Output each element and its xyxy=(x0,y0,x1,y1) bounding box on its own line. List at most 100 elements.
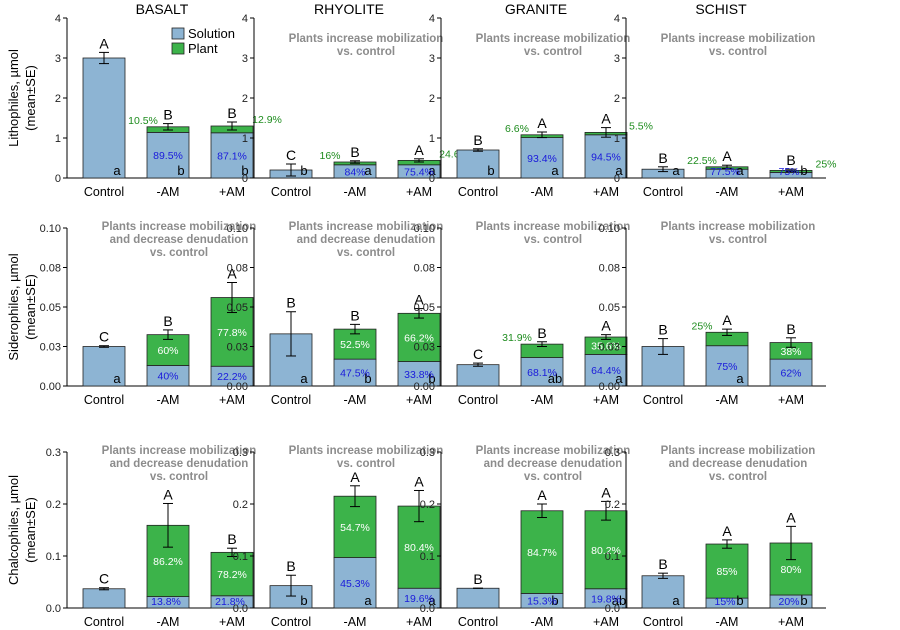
significance-letter-solution: b xyxy=(736,593,743,608)
panel-note-line: vs. control xyxy=(709,46,767,58)
legend-swatch-solution xyxy=(171,27,185,40)
y-tick-label: 0.0 xyxy=(420,603,435,615)
panel-7: 0.00 0.03 0.05 0.08 0.10 Plants increase mobi… xyxy=(599,221,826,407)
significance-letter: A xyxy=(414,473,424,489)
significance-letter: C xyxy=(99,571,109,587)
panel-note-line: vs. control xyxy=(709,234,767,246)
y-tick-label: 0.03 xyxy=(599,342,620,354)
y-tick-label: 0.1 xyxy=(46,551,61,563)
percent-plant: 77.8% xyxy=(217,327,247,339)
x-category-label: +AM xyxy=(593,185,619,199)
significance-letter: A xyxy=(537,115,547,131)
x-category-label: Control xyxy=(271,393,311,407)
significance-letter-solution: a xyxy=(672,593,680,608)
significance-letter-solution: b xyxy=(364,371,371,386)
panel-note-line: Plants increase mobilization xyxy=(289,221,444,233)
percent-solution: 94.5% xyxy=(591,151,621,163)
significance-letter-solution: b xyxy=(487,163,494,178)
percent-solution: 20% xyxy=(778,596,799,608)
percent-plant: 25% xyxy=(691,320,712,332)
percent-solution: 75% xyxy=(778,166,799,178)
significance-letter-solution: a xyxy=(736,163,744,178)
significance-letter: A xyxy=(722,148,732,164)
x-category-label: -AM xyxy=(157,615,180,629)
significance-letter-solution: b xyxy=(241,163,248,178)
panel-8: 0.00.10.20.3 Plants increase mobilization… xyxy=(46,445,267,629)
panel-note-line: and decrease denudation xyxy=(669,458,808,470)
bar-solution xyxy=(769,358,813,387)
panel-note-line: vs. control xyxy=(709,471,767,483)
panel-title: SCHIST xyxy=(695,1,747,17)
y-tick-label: 0.2 xyxy=(233,499,248,511)
significance-letter-solution: a xyxy=(551,163,559,178)
row-label-line2: (mean±SE) xyxy=(23,65,38,131)
bar-solution xyxy=(333,557,377,609)
percent-plant: 86.2% xyxy=(153,556,183,568)
y-tick-label: 0 xyxy=(429,173,435,185)
panel-note-line: and decrease denudation xyxy=(110,234,249,246)
y-tick-label: 0.05 xyxy=(414,302,435,314)
x-category-label: Control xyxy=(271,185,311,199)
y-tick-label: 0.00 xyxy=(599,381,620,393)
y-tick-label: 4 xyxy=(242,13,248,25)
percent-plant: 16% xyxy=(319,150,340,162)
panel-note-line: Plants increase mobilization xyxy=(289,33,444,45)
percent-solution: 15.3% xyxy=(527,596,557,608)
percent-plant: 5.5% xyxy=(629,120,653,132)
panel-note-line: vs. control xyxy=(337,46,395,58)
percent-solution: 19.8% xyxy=(591,593,621,605)
legend-label-plant: Plant xyxy=(188,41,218,56)
percent-plant: 6.6% xyxy=(505,123,529,135)
x-category-label: -AM xyxy=(716,393,739,407)
y-tick-label: 1 xyxy=(55,133,61,145)
y-tick-label: 0.0 xyxy=(46,603,61,615)
significance-letter: A xyxy=(414,142,424,158)
x-category-label: +AM xyxy=(778,185,804,199)
y-tick-label: 2 xyxy=(242,93,248,105)
y-tick-label: 0.2 xyxy=(605,499,620,511)
panel-note: Plants increase mobilization vs. control xyxy=(289,445,444,470)
significance-letter: B xyxy=(658,150,667,166)
panel-note: Plants increase mobilization and decrease… xyxy=(102,445,257,483)
panel-title: BASALT xyxy=(136,1,189,17)
panel-note: Plants increase mobilization vs. control xyxy=(661,33,816,58)
panel-note-line: Plants increase mobilization xyxy=(661,221,816,233)
x-category-label: Control xyxy=(643,393,683,407)
percent-plant: 54.7% xyxy=(340,522,370,534)
bar-solution xyxy=(397,361,441,387)
panel-note: Plants increase mobilization vs. control xyxy=(661,221,816,246)
percent-solution: 84% xyxy=(344,166,365,178)
significance-letter-solution: a xyxy=(113,371,121,386)
significance-letter-solution: b xyxy=(300,163,307,178)
y-tick-label: 0.10 xyxy=(40,223,61,235)
percent-solution: 75% xyxy=(716,361,737,373)
significance-letter: A xyxy=(163,486,173,502)
row-label-line1: Siderophiles, µmol xyxy=(6,253,21,360)
percent-solution: 33.8% xyxy=(404,369,434,381)
x-category-label: +AM xyxy=(778,393,804,407)
y-tick-label: 0.08 xyxy=(40,263,61,275)
y-tick-label: 0.10 xyxy=(599,223,620,235)
panel-5: 0.000.030.050.080.10 Plants increase mobi… xyxy=(227,221,454,407)
x-category-label: +AM xyxy=(219,393,245,407)
y-tick-label: 3 xyxy=(614,53,620,65)
x-category-label: -AM xyxy=(531,393,554,407)
panel-note-line: Plants increase mobilization xyxy=(476,33,631,45)
bar-solution xyxy=(705,345,749,387)
y-tick-label: 1 xyxy=(614,133,620,145)
x-category-label: -AM xyxy=(716,615,739,629)
significance-letter-solution: a xyxy=(615,163,623,178)
significance-letter-solution: a xyxy=(364,593,372,608)
x-category-label: +AM xyxy=(778,615,804,629)
significance-letter: A xyxy=(601,484,611,500)
x-category-label: -AM xyxy=(531,185,554,199)
significance-letter: A xyxy=(537,487,547,503)
significance-letter: C xyxy=(286,147,296,163)
percent-solution: 45.3% xyxy=(340,578,370,590)
significance-letter: B xyxy=(286,295,295,311)
percent-plant: 52.5% xyxy=(340,339,370,351)
percent-plant: 12.9% xyxy=(252,114,282,126)
significance-letter-solution: a xyxy=(428,593,436,608)
panel-note: Plants increase mobilization and decrease… xyxy=(289,221,444,259)
y-tick-label: 3 xyxy=(429,53,435,65)
